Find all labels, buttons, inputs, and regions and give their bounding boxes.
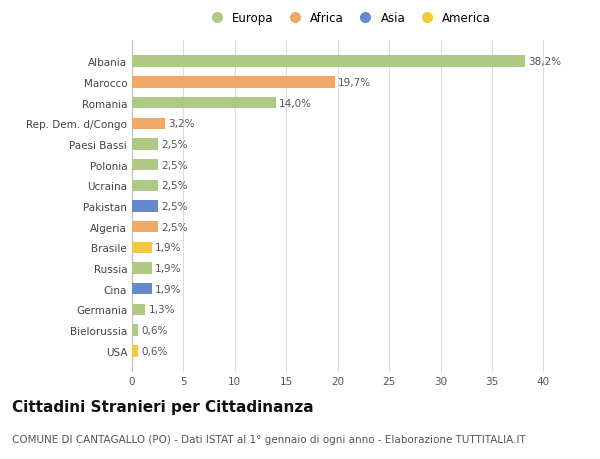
Bar: [132, 118, 165, 129]
Text: 19,7%: 19,7%: [338, 78, 371, 88]
Bar: [132, 242, 152, 253]
Bar: [132, 222, 158, 233]
Text: 38,2%: 38,2%: [528, 57, 561, 67]
Bar: [132, 263, 152, 274]
Text: 3,2%: 3,2%: [168, 119, 194, 129]
Text: 1,9%: 1,9%: [155, 284, 181, 294]
Bar: [132, 325, 138, 336]
Bar: [132, 56, 525, 67]
Bar: [132, 180, 158, 191]
Bar: [132, 201, 158, 212]
Bar: [132, 160, 158, 171]
Text: 0,6%: 0,6%: [141, 346, 167, 356]
Text: 2,5%: 2,5%: [161, 202, 187, 212]
Bar: [132, 304, 145, 315]
Text: COMUNE DI CANTAGALLO (PO) - Dati ISTAT al 1° gennaio di ogni anno - Elaborazione: COMUNE DI CANTAGALLO (PO) - Dati ISTAT a…: [12, 434, 526, 444]
Bar: [132, 77, 335, 88]
Legend: Europa, Africa, Asia, America: Europa, Africa, Asia, America: [200, 7, 496, 30]
Text: 2,5%: 2,5%: [161, 222, 187, 232]
Bar: [132, 284, 152, 295]
Bar: [132, 98, 276, 109]
Text: 2,5%: 2,5%: [161, 140, 187, 150]
Text: 2,5%: 2,5%: [161, 181, 187, 191]
Text: Cittadini Stranieri per Cittadinanza: Cittadini Stranieri per Cittadinanza: [12, 399, 314, 414]
Text: 14,0%: 14,0%: [279, 98, 312, 108]
Text: 0,6%: 0,6%: [141, 325, 167, 336]
Text: 1,3%: 1,3%: [148, 305, 175, 315]
Bar: [132, 139, 158, 150]
Text: 1,9%: 1,9%: [155, 263, 181, 274]
Text: 1,9%: 1,9%: [155, 243, 181, 253]
Bar: [132, 346, 138, 357]
Text: 2,5%: 2,5%: [161, 160, 187, 170]
